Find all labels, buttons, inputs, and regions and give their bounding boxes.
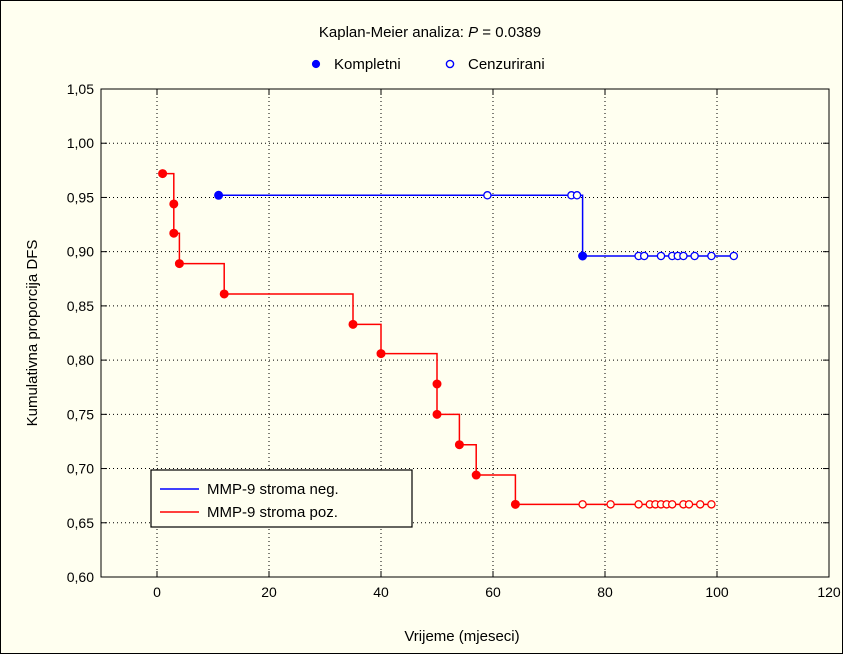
- chart-title: Kaplan-Meier analiza: P = 0.0389: [319, 24, 541, 41]
- event-marker: [510, 499, 520, 509]
- survival-curves: [158, 169, 739, 509]
- censored-marker: [634, 500, 643, 509]
- plot-area: [100, 88, 830, 578]
- event-marker: [158, 169, 168, 179]
- censored-marker: [707, 500, 716, 509]
- censored-marker: [707, 251, 716, 261]
- legend-neg-label: MMP-9 stroma neg.: [207, 481, 339, 498]
- y-tick-label: 0,75: [67, 406, 94, 422]
- legend-filled-marker: [311, 59, 321, 69]
- censored-marker: [639, 251, 649, 261]
- event-marker: [471, 470, 481, 480]
- censored-marker: [690, 251, 699, 261]
- censored-marker: [684, 500, 694, 509]
- y-tick-label: 0,80: [67, 352, 94, 368]
- censored-marker: [679, 251, 688, 261]
- series-0: [214, 190, 739, 261]
- y-tick-label: 0,60: [67, 569, 94, 585]
- x-tick-label: 20: [261, 584, 277, 600]
- censored-marker: [606, 500, 615, 509]
- censored-marker: [578, 500, 587, 509]
- y-tick-label: 0,65: [67, 515, 94, 531]
- x-tick-label: 60: [485, 584, 501, 600]
- series-1: [158, 169, 716, 509]
- x-tick-label: 40: [373, 584, 389, 600]
- legend-open-marker: [445, 59, 455, 69]
- event-marker: [169, 199, 179, 209]
- event-marker: [432, 379, 442, 389]
- x-tick-label: 120: [817, 584, 841, 600]
- marker-legend: Kompletni Cenzurirani: [311, 56, 545, 73]
- event-marker: [432, 409, 442, 419]
- legend-kompletni-label: Kompletni: [334, 56, 401, 73]
- censored-marker: [729, 251, 739, 261]
- event-marker: [454, 440, 464, 450]
- event-marker: [169, 228, 179, 238]
- event-marker: [578, 251, 588, 261]
- x-tick-label: 0: [153, 584, 161, 600]
- y-tick-label: 0,90: [67, 244, 94, 260]
- legend-cenzurirani-label: Cenzurirani: [468, 56, 545, 73]
- y-tick-label: 1,00: [67, 135, 94, 151]
- series-legend-box: [150, 469, 413, 528]
- event-marker: [219, 289, 229, 299]
- y-tick-label: 0,85: [67, 298, 94, 314]
- y-tick-label: 0,95: [67, 189, 94, 205]
- series-legend: MMP-9 stroma neg. MMP-9 stroma poz.: [150, 469, 413, 528]
- axis-ticks: 0 20 40 60 80 100 120 0,60 0,65 0,70 0,75 0,80 0,85 0…: [67, 81, 841, 600]
- censored-marker: [572, 191, 582, 200]
- censored-marker: [695, 500, 705, 509]
- y-tick-label: 0,70: [67, 461, 94, 477]
- event-marker: [214, 190, 224, 200]
- x-tick-label: 80: [597, 584, 613, 600]
- y-axis-label: Kumulativna proporcija DFS: [24, 240, 41, 427]
- x-tick-label: 100: [705, 584, 729, 600]
- event-marker: [376, 349, 386, 359]
- y-tick-label: 1,05: [67, 81, 94, 97]
- survival-step-line: [218, 194, 734, 257]
- x-axis-label: Vrijeme (mjeseci): [404, 628, 519, 645]
- event-marker: [174, 259, 184, 269]
- survival-step-line: [162, 172, 712, 506]
- event-marker: [348, 319, 358, 329]
- censored-marker: [483, 191, 492, 200]
- censored-marker: [656, 251, 666, 261]
- censored-marker: [667, 500, 677, 509]
- legend-poz-label: MMP-9 stroma poz.: [207, 504, 338, 521]
